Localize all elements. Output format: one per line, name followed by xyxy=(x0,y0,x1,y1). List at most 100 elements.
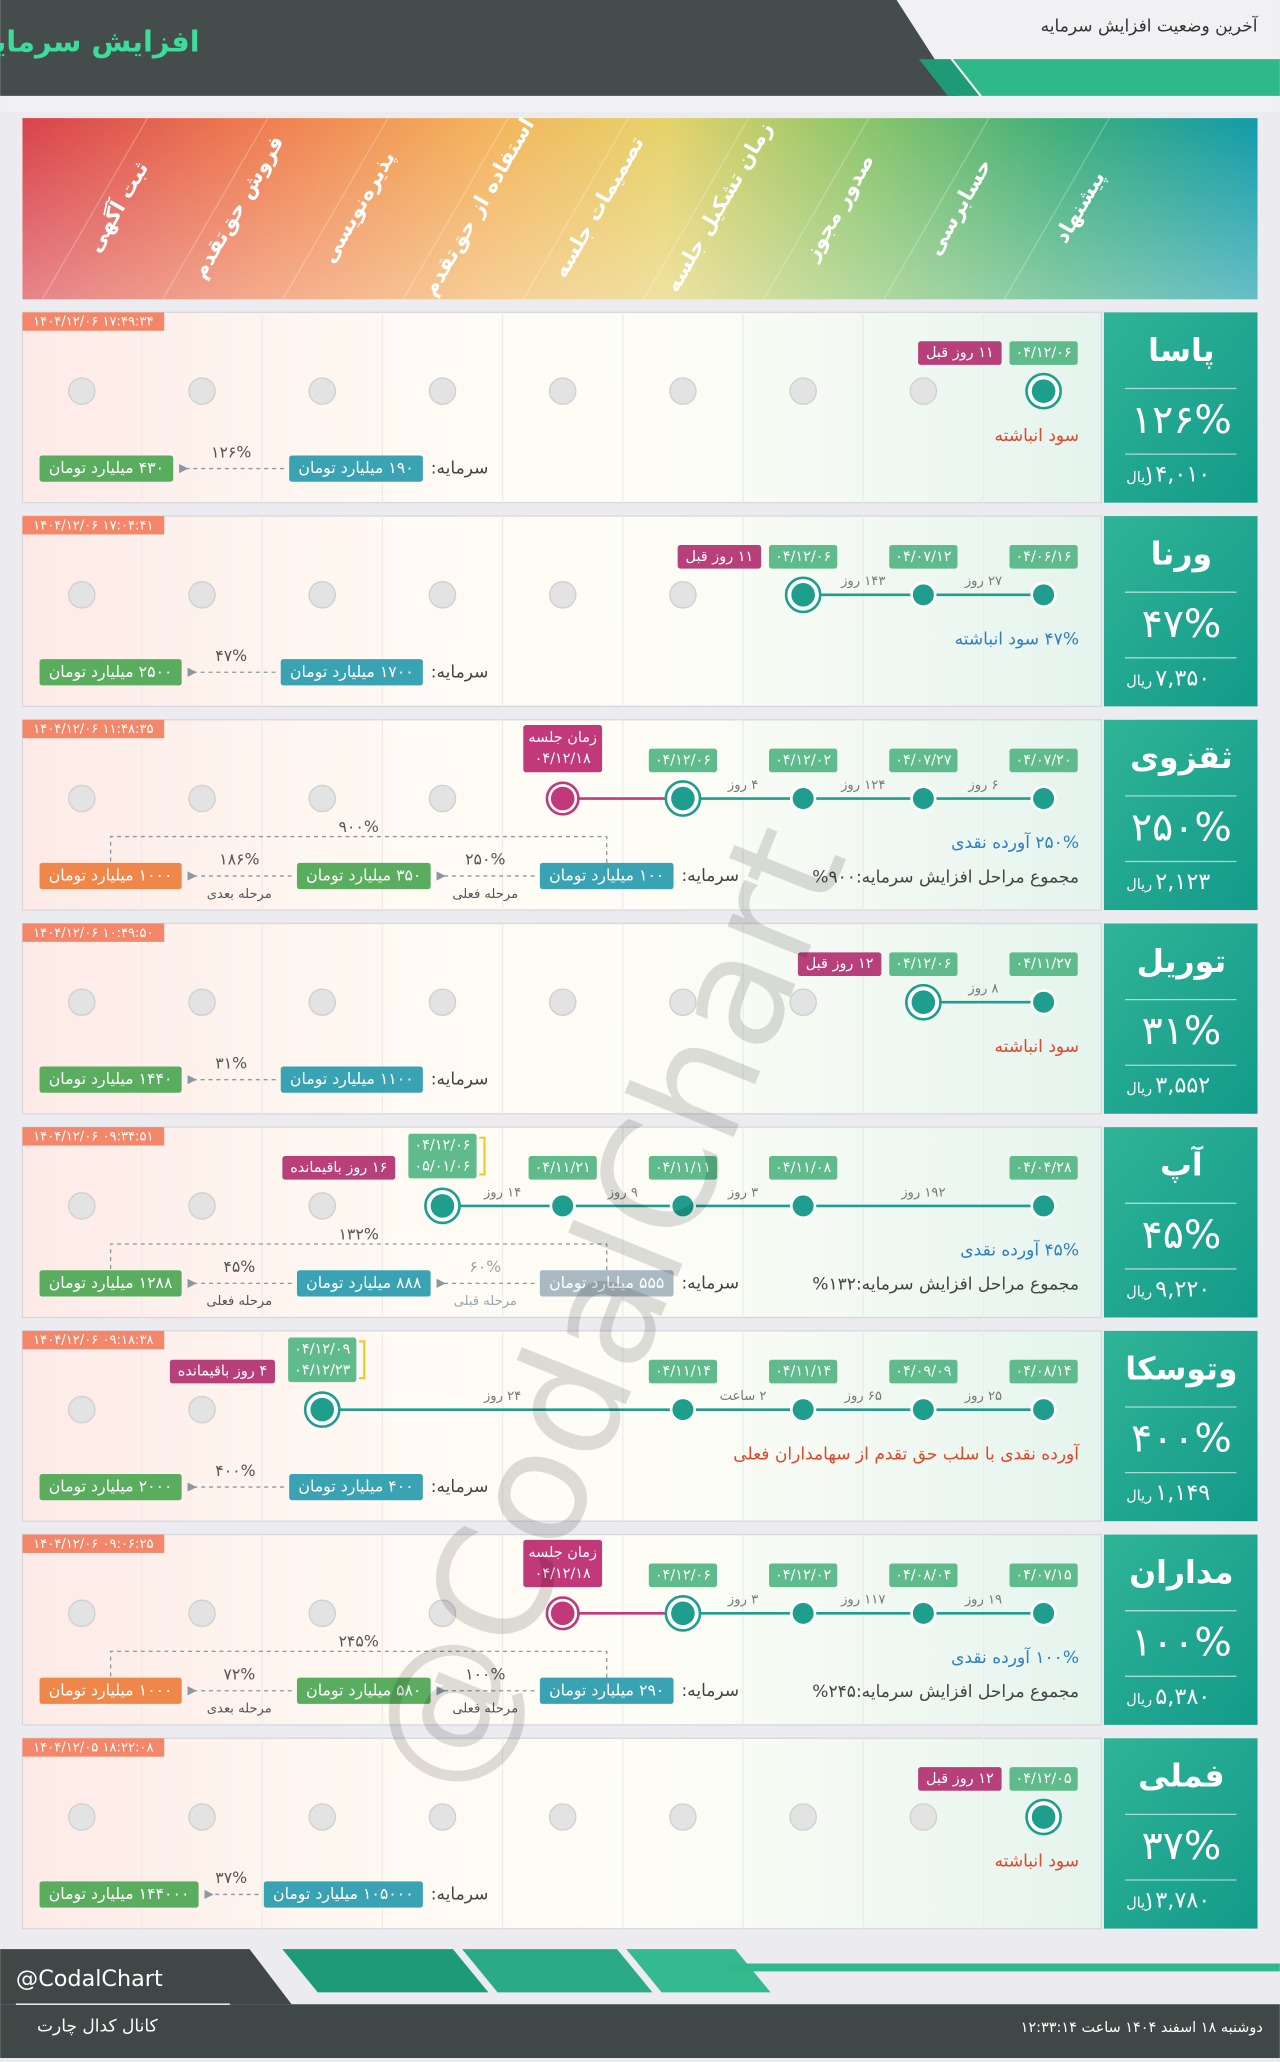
capital-box: ۱۰۰۰ میلیارد تومان xyxy=(49,1680,173,1700)
note: ۱۰۰% آورده نقدی xyxy=(951,1646,1079,1668)
symbol: ورنا xyxy=(1151,536,1212,572)
symbol-panel xyxy=(1103,719,1258,911)
box xyxy=(289,1473,423,1501)
dot-current-core xyxy=(791,583,815,607)
stage-divider xyxy=(402,117,509,300)
dot-pending xyxy=(428,1599,457,1628)
box xyxy=(769,1563,838,1588)
box xyxy=(677,544,762,569)
capital-label: سرمایه: xyxy=(681,1681,739,1701)
note: ۲۵۰% آورده نقدی xyxy=(951,831,1079,853)
capital-label: سرمایه: xyxy=(681,1273,739,1293)
dot-pending xyxy=(188,377,216,405)
date: ۰۴/۰۷/۱۲ xyxy=(895,549,951,565)
date: ۰۴/۰۸/۱۴ xyxy=(1015,1364,1071,1380)
stage-divider xyxy=(162,117,269,300)
stage-divider xyxy=(282,117,389,300)
dot-current-core xyxy=(911,990,936,1015)
percent: ۴۷% xyxy=(1142,601,1222,647)
dot-pending xyxy=(428,581,457,609)
capital-box: ۱۹۰ میلیارد تومان xyxy=(298,458,413,478)
gap: ۲ ساعت xyxy=(720,1389,767,1404)
footer-stripe xyxy=(462,1949,653,1993)
date: ۰۴/۰۷/۱۵ xyxy=(1015,1567,1071,1583)
price-unit: ریال xyxy=(1126,1081,1152,1097)
dot-pending xyxy=(308,988,337,1017)
capital-box: ۱۰۵۰۰۰ میلیارد تومان xyxy=(273,1884,414,1904)
row-card xyxy=(21,922,1102,1115)
box xyxy=(769,1156,838,1180)
dot-pending xyxy=(308,581,337,609)
dot-pending xyxy=(188,1599,216,1628)
header-bar xyxy=(0,0,959,96)
box xyxy=(528,1156,597,1180)
date: ۰۴/۰۹/۰۹ xyxy=(895,1364,951,1380)
step-label: مرحله فعلی xyxy=(452,887,518,902)
box xyxy=(1009,1767,1078,1791)
date: ۰۴/۱۲/۰۶ xyxy=(655,1567,711,1583)
capital-box: ۴۳۰ میلیارد تومان xyxy=(49,458,164,478)
footer-stripe xyxy=(626,1949,771,1993)
step-percent: ۳۱% xyxy=(215,1053,247,1072)
dot-pending xyxy=(548,377,577,405)
meeting-label: زمان جلسه xyxy=(528,730,597,746)
step-label: مرحله بعدی xyxy=(207,887,272,902)
dot-done xyxy=(790,1600,817,1627)
symbol-panel xyxy=(1103,1738,1258,1929)
gap: ۱۴ روز xyxy=(483,1185,521,1200)
footer-date: دوشنبه ۱۸ اسفند ۱۴۰۴ ساعت ۱۲:۳۳:۱۴ xyxy=(1021,2020,1263,2036)
date: ۰۴/۱۲/۰۶ xyxy=(414,1138,470,1154)
badge: ۱۱ روز قبل xyxy=(686,549,754,565)
box xyxy=(296,1677,431,1704)
box xyxy=(889,748,958,773)
total-percent: ۹۰۰% xyxy=(338,817,378,836)
dot-pending xyxy=(308,1599,337,1628)
timestamp-bg xyxy=(22,719,165,739)
step-percent: ۱۸۶% xyxy=(219,850,259,869)
dot-done xyxy=(1030,1396,1057,1423)
price-unit: ریال xyxy=(1126,673,1152,689)
timestamp-bg xyxy=(22,1127,165,1146)
capital-box: ۲۵۰۰ میلیارد تومان xyxy=(49,662,173,682)
dot-pending xyxy=(68,1803,96,1831)
step-percent: ۳۷% xyxy=(215,1868,247,1887)
footer-handle: @CodalChart xyxy=(16,1966,163,1992)
date: ۰۴/۱۲/۰۶ xyxy=(1015,345,1071,361)
meeting-date: ۰۴/۱۲/۱۸ xyxy=(535,1566,591,1582)
total-percent: ۱۳۲% xyxy=(338,1224,378,1243)
dot-done xyxy=(1030,1192,1057,1220)
percent: ۱۲۶% xyxy=(1131,397,1232,443)
dot-pending xyxy=(68,1599,96,1628)
note-total: مجموع مراحل افزایش سرمایه:۲۴۵% xyxy=(812,1682,1079,1702)
dot-pending xyxy=(428,988,457,1017)
dot-meeting-core xyxy=(550,786,575,811)
date: ۰۴/۱۱/۱۴ xyxy=(775,1364,831,1380)
date: ۰۴/۱۲/۰۵ xyxy=(1015,1771,1071,1787)
dot-pending xyxy=(548,988,577,1017)
gap: ۱۲۴ روز xyxy=(840,778,885,793)
dot-current-core xyxy=(430,1194,455,1218)
capital-label: سرمایه: xyxy=(431,1070,489,1090)
dot-current-core xyxy=(1031,379,1056,403)
dot-done xyxy=(790,785,817,812)
price-unit: ریال xyxy=(1126,1285,1152,1301)
date: ۰۴/۱۲/۰۲ xyxy=(775,752,831,768)
date: ۰۴/۰۸/۰۴ xyxy=(895,1567,951,1583)
date: ۰۴/۰۶/۱۶ xyxy=(1015,549,1071,565)
dot-pending xyxy=(68,988,96,1017)
price-unit: ریال xyxy=(1126,877,1152,893)
dot-current-core xyxy=(671,1601,695,1626)
date: ۰۵/۰۱/۰۶ xyxy=(414,1159,470,1175)
capital-label: سرمایه: xyxy=(681,866,739,886)
dot-done xyxy=(1030,581,1057,608)
note: ۴۷% سود انباشته xyxy=(955,629,1079,649)
dot-pending xyxy=(188,784,216,813)
badge: ۱۲ روز قبل xyxy=(926,1771,994,1787)
timestamp: ۱۴۰۴/۱۲/۰۶ ۰۹:۰۶:۲۵ xyxy=(33,1537,153,1552)
date: ۰۴/۱۲/۰۹ xyxy=(294,1341,350,1357)
timestamp: ۱۴۰۴/۱۲/۰۶ ۱۷:۰۴:۴۱ xyxy=(33,518,153,533)
dot-done xyxy=(790,1192,817,1220)
box xyxy=(1009,748,1078,773)
footer-line xyxy=(728,1963,1280,1972)
